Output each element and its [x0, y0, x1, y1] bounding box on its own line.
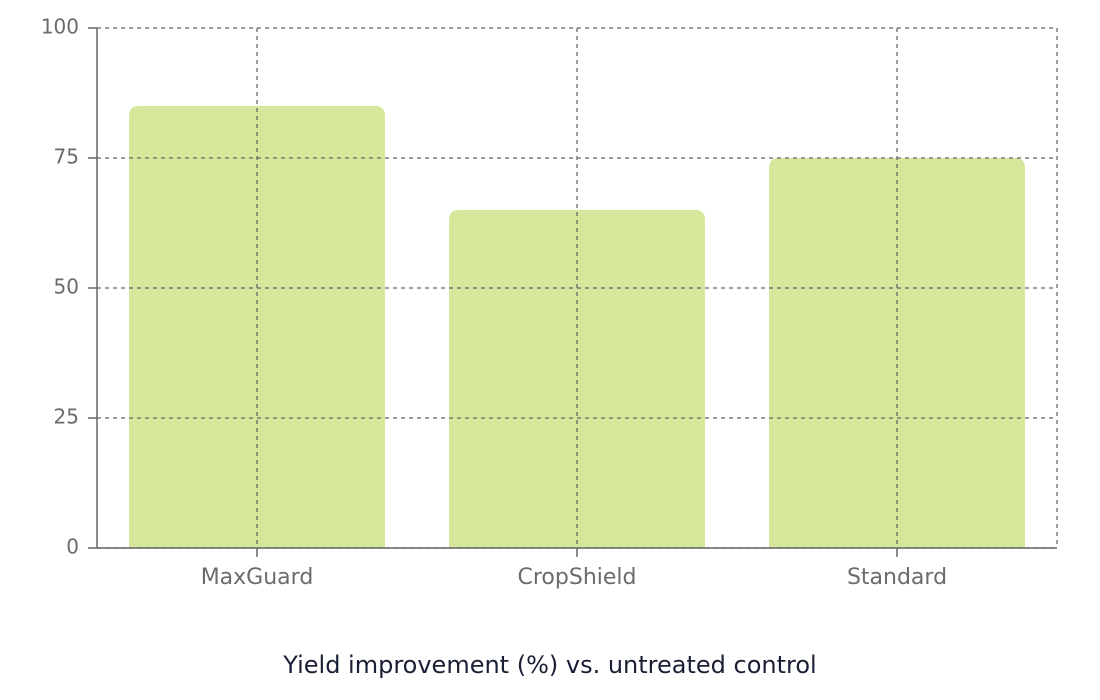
- x-tick-label: CropShield: [518, 565, 637, 590]
- y-tick-label: 50: [54, 275, 79, 299]
- x-tick-label: Standard: [847, 565, 947, 590]
- y-tick-label: 0: [66, 535, 79, 559]
- y-tick-label: 75: [54, 145, 79, 169]
- bar: [449, 210, 705, 548]
- chart-title: Yield improvement (%) vs. untreated cont…: [282, 651, 816, 679]
- y-tick-label: 100: [41, 15, 79, 39]
- x-tick-label: MaxGuard: [201, 565, 314, 590]
- y-tick-label: 25: [54, 405, 79, 429]
- bar: [769, 158, 1025, 548]
